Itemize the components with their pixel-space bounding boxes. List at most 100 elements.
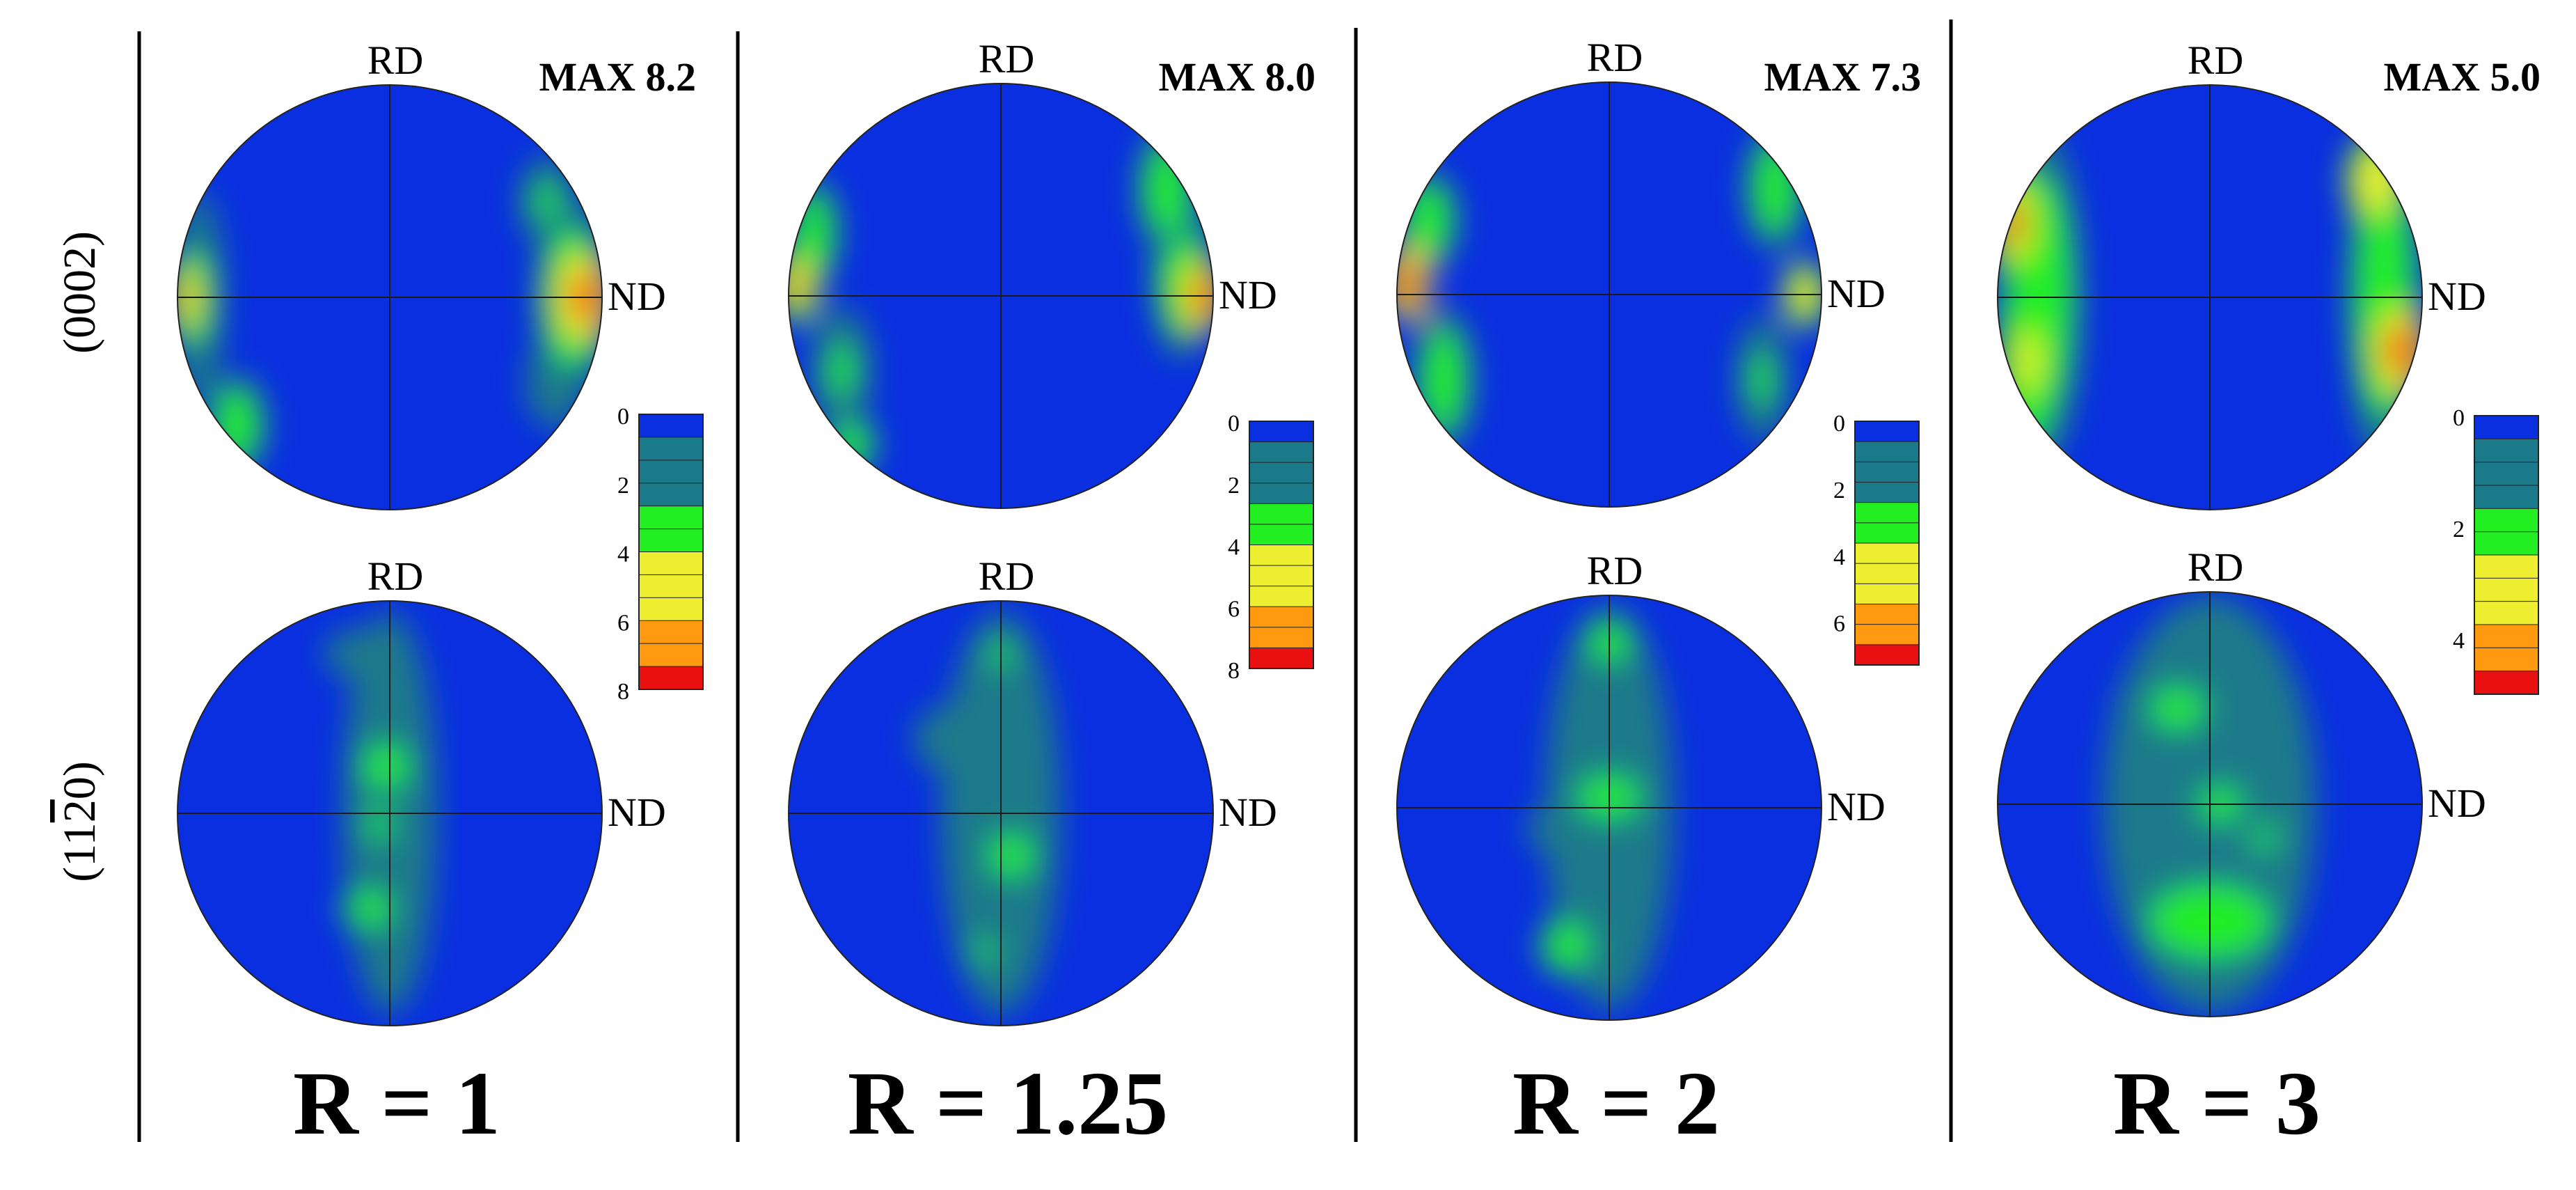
intensity-contour — [934, 725, 962, 753]
scale-tick-label: 2 — [617, 473, 629, 499]
max-label: MAX 8.2 — [539, 54, 696, 100]
scale-tick-label: 2 — [2453, 517, 2465, 542]
scale-band — [1249, 421, 1314, 443]
nd-label: ND — [1219, 272, 1277, 318]
intensity-contour — [973, 941, 995, 962]
nd-label: ND — [1827, 271, 1886, 316]
pole-outline — [788, 600, 1214, 1026]
scale-band — [1249, 565, 1314, 587]
intensity-contour — [789, 269, 806, 301]
rd-label: RD — [1587, 35, 1643, 80]
scale-band — [1249, 627, 1314, 649]
prism-pole-figure: RD ND — [788, 554, 1277, 1026]
intensity-contour — [535, 182, 558, 221]
rd-label: RD — [1587, 548, 1643, 593]
nd-label: ND — [608, 274, 666, 319]
color-scale: 0 2 4 6 8 — [617, 404, 704, 705]
intensity-contour — [344, 643, 372, 664]
nd-label: ND — [1827, 784, 1886, 829]
scale-tick-label: 4 — [617, 542, 629, 567]
scale-band — [1854, 624, 1920, 645]
scale-tick-label: 0 — [617, 404, 629, 430]
intensity-contour — [830, 345, 854, 396]
scale-band — [1249, 586, 1314, 608]
intensity-contour — [1154, 164, 1178, 216]
scale-tick-label: 4 — [2453, 628, 2465, 654]
intensity-contour — [2015, 329, 2039, 393]
scale-band — [1249, 647, 1314, 670]
intensity-contour — [1399, 268, 1416, 299]
color-scale: 0 2 4 6 — [1833, 411, 1920, 666]
prism-pole-figure: RD ND — [1396, 548, 1886, 1021]
pole-outline — [788, 83, 1214, 509]
scale-band — [1249, 524, 1314, 546]
max-label: MAX 7.3 — [1764, 54, 1921, 100]
basal-pole-figure: RD ND — [788, 36, 1277, 509]
intensity-contour — [2390, 333, 2412, 368]
scale-band — [1854, 583, 1920, 605]
scale-band — [638, 551, 704, 576]
intensity-contour — [1432, 350, 1456, 409]
basal-pole-figure: RD ND — [1396, 35, 1886, 508]
scale-tick-label: 4 — [1833, 545, 1845, 570]
nd-label: ND — [1219, 790, 1277, 835]
scale-outline — [1854, 421, 1920, 666]
scale-band — [2474, 577, 2539, 602]
pole-outline — [1997, 84, 2423, 510]
scale-band — [638, 460, 704, 484]
scale-band — [1854, 604, 1920, 625]
panel-1: RD ND RD ND MAX 8.2 0 2 4 6 8 R = 1 — [177, 38, 704, 1154]
pole-outline — [177, 600, 603, 1026]
intensity-contour — [356, 898, 381, 919]
scale-band — [2474, 508, 2539, 533]
scale-band — [1249, 545, 1314, 567]
scale-band — [638, 414, 704, 438]
scale-band — [1854, 421, 1920, 443]
scale-tick-label: 6 — [617, 610, 629, 636]
rd-label: RD — [979, 36, 1035, 81]
intensity-contour — [2152, 688, 2204, 730]
scale-outline — [638, 414, 704, 690]
scale-band — [638, 437, 704, 461]
row-labels: (0002) (1120) — [54, 231, 105, 882]
scale-band — [638, 506, 704, 530]
rd-label: RD — [368, 38, 424, 83]
scale-band — [1854, 563, 1920, 585]
scale-tick-label: 6 — [1228, 596, 1240, 622]
scale-band — [1854, 482, 1920, 503]
rd-label: RD — [2188, 545, 2244, 590]
scale-band — [2474, 415, 2539, 440]
scale-band — [1854, 441, 1920, 463]
scale-band — [638, 574, 704, 599]
basal-pole-figure: RD ND — [177, 38, 666, 510]
scale-tick-label: 0 — [2453, 405, 2465, 431]
panel-2: RD ND RD ND MAX 8.0 0 2 4 6 8 R = 1.25 — [788, 36, 1315, 1154]
r-value-label: R = 3 — [2113, 1054, 2321, 1154]
scale-band — [1854, 522, 1920, 544]
max-label: MAX 8.0 — [1158, 54, 1315, 100]
nd-label: ND — [2428, 781, 2486, 826]
scale-band — [638, 643, 704, 668]
intensity-contour — [225, 404, 249, 446]
rd-label: RD — [979, 554, 1035, 599]
intensity-contour — [1762, 162, 1787, 214]
scale-band — [1249, 462, 1314, 484]
intensity-contour — [2004, 201, 2025, 245]
scale-band — [1854, 542, 1920, 565]
intensity-contour — [1620, 882, 1641, 903]
max-label: MAX 5.0 — [2383, 54, 2541, 100]
scale-tick-label: 0 — [1228, 411, 1240, 437]
scale-band — [2474, 554, 2539, 579]
overbar-digit: 2 — [54, 799, 105, 822]
intensity-contour — [841, 432, 863, 457]
scale-band — [2474, 531, 2539, 556]
scale-band — [2474, 624, 2539, 649]
scale-tick-label: 2 — [1228, 473, 1240, 499]
intensity-contour — [1751, 354, 1773, 405]
scale-tick-label: 6 — [1833, 611, 1845, 637]
scale-band — [638, 483, 704, 507]
intensity-contour — [372, 754, 399, 778]
scale-band — [638, 597, 704, 622]
intensity-contour — [999, 843, 1024, 868]
scale-band — [1249, 503, 1314, 525]
